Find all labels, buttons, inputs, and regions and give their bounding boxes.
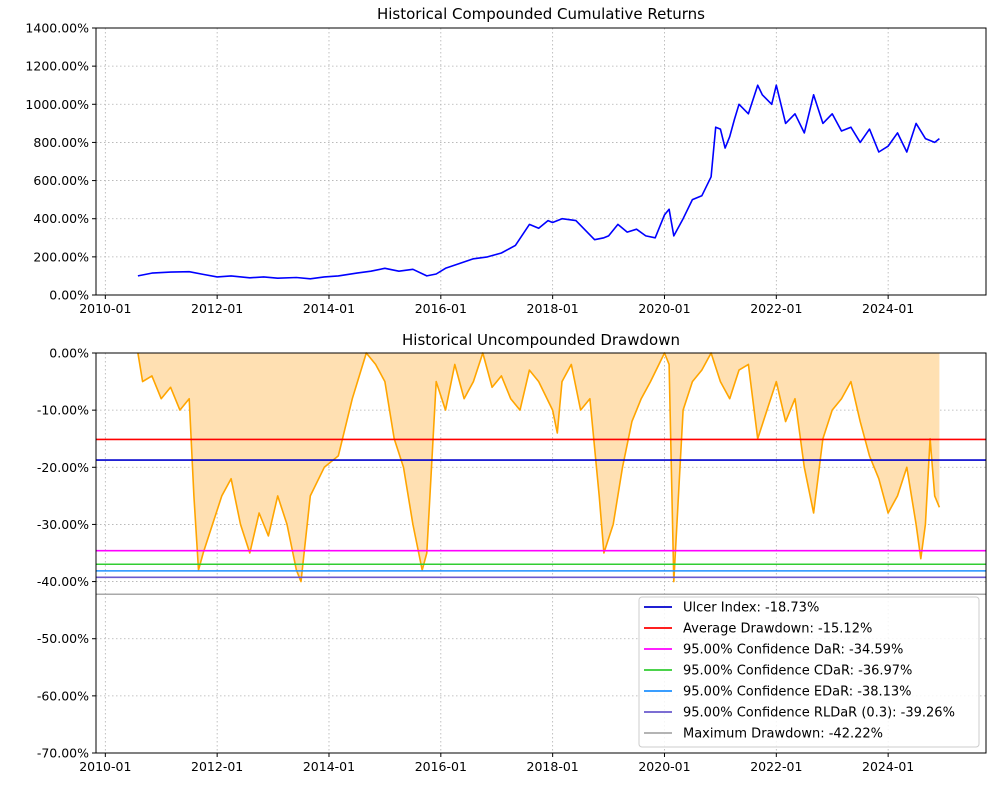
x-tick-label: 2022-01 [750,759,802,774]
grid-cumulative [96,27,986,296]
legend-label-0: Ulcer Index: -18.73% [683,601,819,616]
x-tick-label: 2022-01 [750,301,802,316]
y-tick-label: -20.00% [37,460,89,475]
y-tick-label: 200.00% [33,249,89,264]
x-tick-label: 2014-01 [303,759,355,774]
plot-frame-drawdown [95,352,987,754]
drawdown-panel: Historical Uncompounded Drawdown 2010-01… [37,331,987,775]
x-tick-label: 2020-01 [638,759,690,774]
y-tick-label: -10.00% [37,403,89,418]
x-tick-label: 2020-01 [638,301,690,316]
y-tick-label: -30.00% [37,517,89,532]
plot-frame-cumulative [95,27,987,296]
y-tick-label: -60.00% [37,688,89,703]
y-tick-label: -40.00% [37,574,89,589]
x-tick-label: 2016-01 [415,759,467,774]
legend-label-5: 95.00% Confidence RLDaR (0.3): -39.26% [683,706,955,721]
x-tick-label: 2018-01 [527,301,579,316]
legend: Ulcer Index: -18.73% Average Drawdown: -1… [638,596,980,748]
y-tick-label: -70.00% [37,746,89,761]
y-tick-label: 400.00% [33,211,89,226]
x-tick-label: 2024-01 [862,759,914,774]
legend-box [638,596,980,748]
x-tick-label: 2024-01 [862,301,914,316]
y-tick-label: 0.00% [49,346,89,361]
y-tick-label: 1000.00% [25,97,89,112]
x-tick-label: 2010-01 [79,301,131,316]
drawdown-area [137,353,940,582]
legend-label-1: Average Drawdown: -15.12% [683,622,872,637]
y-tick-label: -50.00% [37,631,89,646]
legend-label-6: Maximum Drawdown: -42.22% [683,727,883,742]
x-tick-label: 2012-01 [191,301,243,316]
legend-label-3: 95.00% Confidence CDaR: -36.97% [683,664,912,679]
x-tick-label: 2018-01 [527,759,579,774]
drawdown-line [137,352,941,583]
chart-title-cumulative: Historical Compounded Cumulative Returns [377,5,705,23]
x-tick-label: 2012-01 [191,759,243,774]
legend-label-4: 95.00% Confidence EDaR: -38.13% [683,685,912,700]
series-drawdown [137,352,941,583]
axis-ticks-cumulative: 2010-01 2012-01 2014-01 2016-01 2018-01 2020-… [25,21,914,317]
x-tick-label: 2014-01 [303,301,355,316]
y-tick-label: 0.00% [49,288,89,303]
axis-ticks-drawdown: 2010-01 2012-01 2014-01 2016-01 2018-01 2020-… [37,346,914,775]
cumulative-returns-panel: Historical Compounded Cumulative Returns… [25,5,987,317]
series-cumulative [137,84,940,280]
cumulative-return-line [137,84,940,280]
y-tick-label: 1200.00% [25,59,89,74]
x-tick-label: 2010-01 [79,759,131,774]
chart-title-drawdown: Historical Uncompounded Drawdown [402,331,680,349]
y-tick-label: 1400.00% [25,21,89,36]
y-tick-label: 800.00% [33,135,89,150]
risk-lines [96,438,986,596]
legend-label-2: 95.00% Confidence DaR: -34.59% [683,643,903,658]
x-tick-label: 2016-01 [415,301,467,316]
y-tick-label: 600.00% [33,173,89,188]
